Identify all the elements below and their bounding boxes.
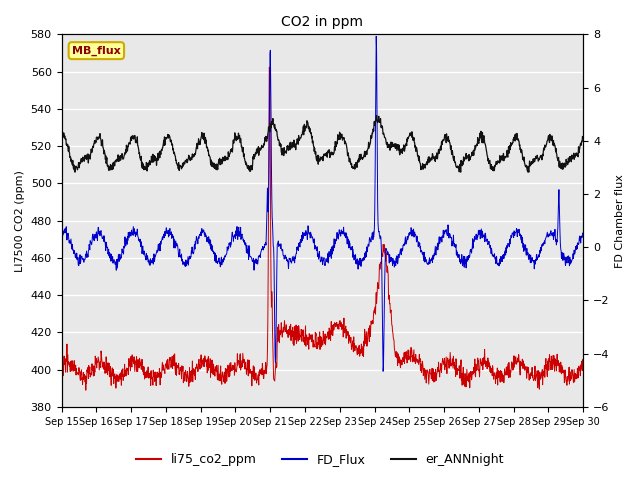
li75_co2_ppm [58,372,65,378]
li75_co2_ppm [404,355,412,360]
er_ANNnight [232,137,240,143]
FD_Flux [404,237,412,242]
er_ANNnight [518,147,525,153]
er_ANNnight [472,145,479,151]
Line: FD_Flux: FD_Flux [61,36,583,372]
li75_co2_ppm [161,364,169,370]
FD_Flux [58,228,65,234]
FD_Flux [579,231,587,237]
er_ANNnight [58,134,65,140]
er_ANNnight [525,169,532,175]
li75_co2_ppm [579,363,587,369]
er_ANNnight [173,162,181,168]
FD_Flux [232,228,240,234]
Line: er_ANNnight: er_ANNnight [61,116,583,172]
FD_Flux [173,242,181,248]
Y-axis label: LI7500 CO2 (ppm): LI7500 CO2 (ppm) [15,169,25,272]
li75_co2_ppm [232,369,240,375]
li75_co2_ppm [266,64,273,70]
FD_Flux [472,232,480,238]
er_ANNnight [372,113,380,119]
li75_co2_ppm [472,361,480,367]
Text: MB_flux: MB_flux [72,46,121,56]
FD_Flux [518,240,526,246]
li75_co2_ppm [174,363,182,369]
Line: li75_co2_ppm: li75_co2_ppm [61,67,583,390]
Legend: li75_co2_ppm, FD_Flux, er_ANNnight: li75_co2_ppm, FD_Flux, er_ANNnight [131,448,509,471]
er_ANNnight [161,142,169,148]
li75_co2_ppm [82,387,90,393]
Title: CO2 in ppm: CO2 in ppm [282,15,364,29]
er_ANNnight [404,138,412,144]
er_ANNnight [579,134,587,140]
FD_Flux [372,34,380,39]
FD_Flux [161,228,169,234]
li75_co2_ppm [518,361,526,367]
Y-axis label: FD Chamber flux: FD Chamber flux [615,174,625,267]
FD_Flux [380,369,387,374]
